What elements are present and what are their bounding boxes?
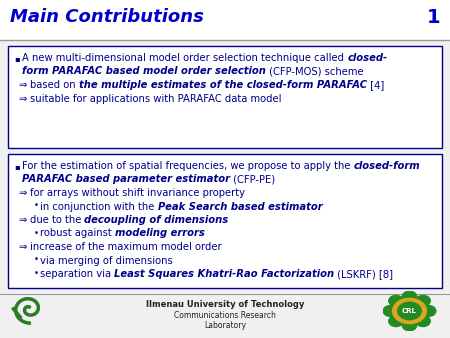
Text: ⇒: ⇒ [18,188,27,198]
Text: (CFP-MOS) scheme: (CFP-MOS) scheme [266,67,364,76]
Circle shape [398,302,421,320]
Text: ▪: ▪ [14,54,20,63]
FancyBboxPatch shape [0,294,450,338]
Text: robust against: robust against [40,228,115,239]
Text: ▪: ▪ [14,162,20,171]
Text: ⇒: ⇒ [18,80,27,90]
Text: ⇒: ⇒ [18,242,27,252]
FancyBboxPatch shape [8,46,442,148]
Text: Peak Search based estimator: Peak Search based estimator [158,201,322,212]
Text: Ilmenau University of Technology: Ilmenau University of Technology [146,300,304,309]
Text: For the estimation of spatial frequencies, we propose to apply the: For the estimation of spatial frequencie… [22,161,354,171]
Text: for arrays without shift invariance property: for arrays without shift invariance prop… [30,188,245,198]
Text: separation via: separation via [40,269,114,279]
FancyBboxPatch shape [0,0,450,40]
Text: CRL: CRL [402,308,417,314]
Text: due to the: due to the [30,215,85,225]
Text: •: • [34,269,39,278]
Text: Least Squares Khatri-Rao Factorization: Least Squares Khatri-Rao Factorization [114,269,334,279]
Circle shape [402,291,417,302]
Text: closed-form: closed-form [354,161,420,171]
Text: via merging of dimensions: via merging of dimensions [40,256,173,266]
Text: •: • [34,228,39,238]
Circle shape [416,295,430,306]
Text: form PARAFAC based model order selection: form PARAFAC based model order selection [22,67,266,76]
Circle shape [389,316,403,327]
Text: based on: based on [30,80,79,90]
Text: decoupling of dimensions: decoupling of dimensions [85,215,229,225]
Circle shape [383,306,398,316]
Text: •: • [34,256,39,265]
Circle shape [402,320,417,331]
Text: •: • [34,201,39,211]
Text: (LSKRF) [8]: (LSKRF) [8] [334,269,393,279]
Text: 1: 1 [427,8,440,27]
Text: in conjunction with the: in conjunction with the [40,201,158,212]
Text: [4]: [4] [367,80,384,90]
Text: Main Contributions: Main Contributions [10,8,204,26]
Text: Communications Research: Communications Research [174,311,276,320]
Circle shape [392,298,427,324]
Text: PARAFAC based parameter estimator: PARAFAC based parameter estimator [22,174,230,185]
Text: Laboratory: Laboratory [204,321,246,330]
Text: modeling errors: modeling errors [115,228,205,239]
FancyBboxPatch shape [8,154,442,288]
Text: A new multi-dimensional model order selection technique called: A new multi-dimensional model order sele… [22,53,347,63]
Text: the multiple estimates of the closed-form PARAFAC: the multiple estimates of the closed-for… [79,80,367,90]
Text: ⇒: ⇒ [18,215,27,225]
Circle shape [421,306,436,316]
Text: increase of the maximum model order: increase of the maximum model order [30,242,221,252]
Text: closed-: closed- [347,53,387,63]
Circle shape [389,295,403,306]
Text: ⇒: ⇒ [18,94,27,103]
Circle shape [416,316,430,327]
Text: (CFP-PE): (CFP-PE) [230,174,275,185]
Text: suitable for applications with PARAFAC data model: suitable for applications with PARAFAC d… [30,94,282,103]
